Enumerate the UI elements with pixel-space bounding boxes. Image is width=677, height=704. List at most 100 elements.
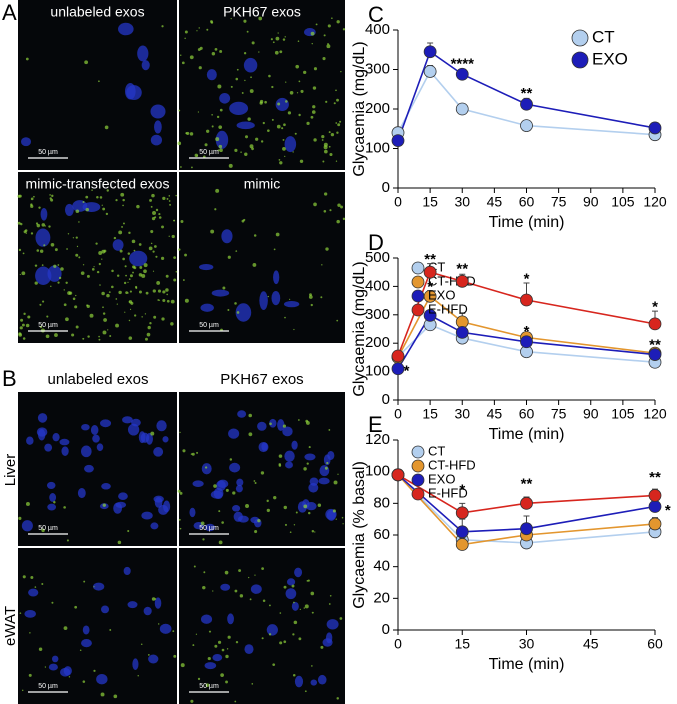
scale-bar-label: 50 µm	[199, 525, 219, 532]
nucleus	[235, 484, 243, 493]
green-speck	[235, 640, 239, 644]
nucleus	[243, 57, 258, 73]
series-line	[397, 474, 656, 514]
green-speck	[285, 100, 288, 103]
green-speck	[74, 305, 78, 309]
legend-label: EXO	[428, 287, 455, 302]
panel-letter: C	[368, 2, 384, 27]
green-speck	[98, 338, 101, 341]
green-speck	[131, 239, 136, 244]
data-point	[423, 45, 437, 59]
green-speck	[328, 145, 331, 148]
y-tick-label: 500	[365, 249, 390, 266]
green-speck	[30, 197, 34, 201]
green-speck	[219, 148, 223, 153]
green-speck	[336, 697, 339, 700]
green-speck	[53, 264, 57, 268]
nucleus	[284, 450, 295, 462]
data-point	[520, 496, 533, 510]
green-speck	[129, 274, 133, 278]
green-speck	[196, 451, 199, 454]
green-speck	[225, 680, 228, 684]
scale-bar-label: 50 µm	[199, 149, 219, 156]
green-speck	[75, 253, 79, 257]
green-speck	[63, 289, 65, 291]
green-speck	[34, 264, 38, 267]
nucleus	[269, 418, 277, 428]
green-speck	[221, 521, 224, 524]
green-speck	[91, 268, 95, 271]
green-speck	[335, 122, 338, 124]
green-speck	[283, 585, 287, 589]
green-speck	[133, 314, 137, 317]
green-speck	[157, 623, 160, 625]
nucleus	[282, 426, 293, 437]
y-tick-label: 200	[365, 100, 390, 117]
green-speck	[333, 480, 338, 485]
green-speck	[80, 271, 85, 276]
green-speck	[109, 335, 112, 338]
legend-marker	[411, 459, 425, 473]
x-tick-label: 60	[519, 194, 535, 210]
nucleus	[162, 436, 169, 443]
green-speck	[124, 265, 127, 268]
green-speck	[320, 645, 324, 649]
green-speck	[150, 431, 155, 436]
green-speck	[230, 85, 233, 88]
green-speck	[282, 138, 285, 141]
green-speck	[162, 290, 166, 294]
nucleus	[189, 507, 196, 518]
green-speck	[260, 471, 265, 475]
green-speck	[216, 115, 220, 119]
green-speck	[161, 317, 165, 321]
nucleus	[129, 250, 148, 267]
green-speck	[272, 663, 276, 667]
green-speck	[257, 519, 261, 523]
nucleus	[141, 511, 153, 520]
green-speck	[277, 102, 281, 106]
green-speck	[129, 308, 132, 311]
green-speck	[30, 232, 34, 235]
nucleus	[81, 638, 92, 648]
green-speck	[178, 248, 181, 251]
green-speck	[310, 115, 314, 119]
green-speck	[20, 222, 23, 226]
nucleus	[291, 440, 298, 450]
green-speck	[234, 700, 237, 703]
green-speck	[329, 594, 332, 597]
green-speck	[259, 101, 263, 105]
green-speck	[150, 230, 154, 234]
green-speck	[109, 629, 112, 631]
nucleus	[101, 605, 110, 614]
green-speck	[139, 266, 143, 269]
green-speck	[326, 44, 331, 49]
green-speck	[299, 608, 302, 611]
green-speck	[323, 34, 326, 37]
green-speck	[178, 518, 181, 521]
green-speck	[279, 641, 283, 645]
nucleus	[37, 429, 46, 441]
green-speck	[65, 317, 69, 322]
green-speck	[127, 252, 131, 255]
green-speck	[190, 699, 194, 703]
green-speck	[197, 677, 201, 681]
green-speck	[207, 656, 211, 661]
annotation: **	[521, 475, 533, 492]
green-speck	[184, 253, 187, 257]
green-speck	[75, 209, 80, 214]
nucleus	[201, 463, 212, 475]
green-speck	[46, 315, 49, 318]
x-tick-label: 15	[454, 636, 470, 652]
green-speck	[284, 316, 286, 319]
nucleus	[81, 423, 90, 431]
green-speck	[50, 242, 55, 247]
green-speck	[138, 243, 142, 246]
nucleus	[96, 673, 108, 685]
micrograph	[179, 172, 345, 343]
nucleus	[283, 300, 300, 308]
x-tick-label: 120	[643, 406, 667, 422]
green-speck	[234, 302, 237, 305]
green-speck	[156, 281, 161, 285]
green-speck	[328, 603, 331, 605]
